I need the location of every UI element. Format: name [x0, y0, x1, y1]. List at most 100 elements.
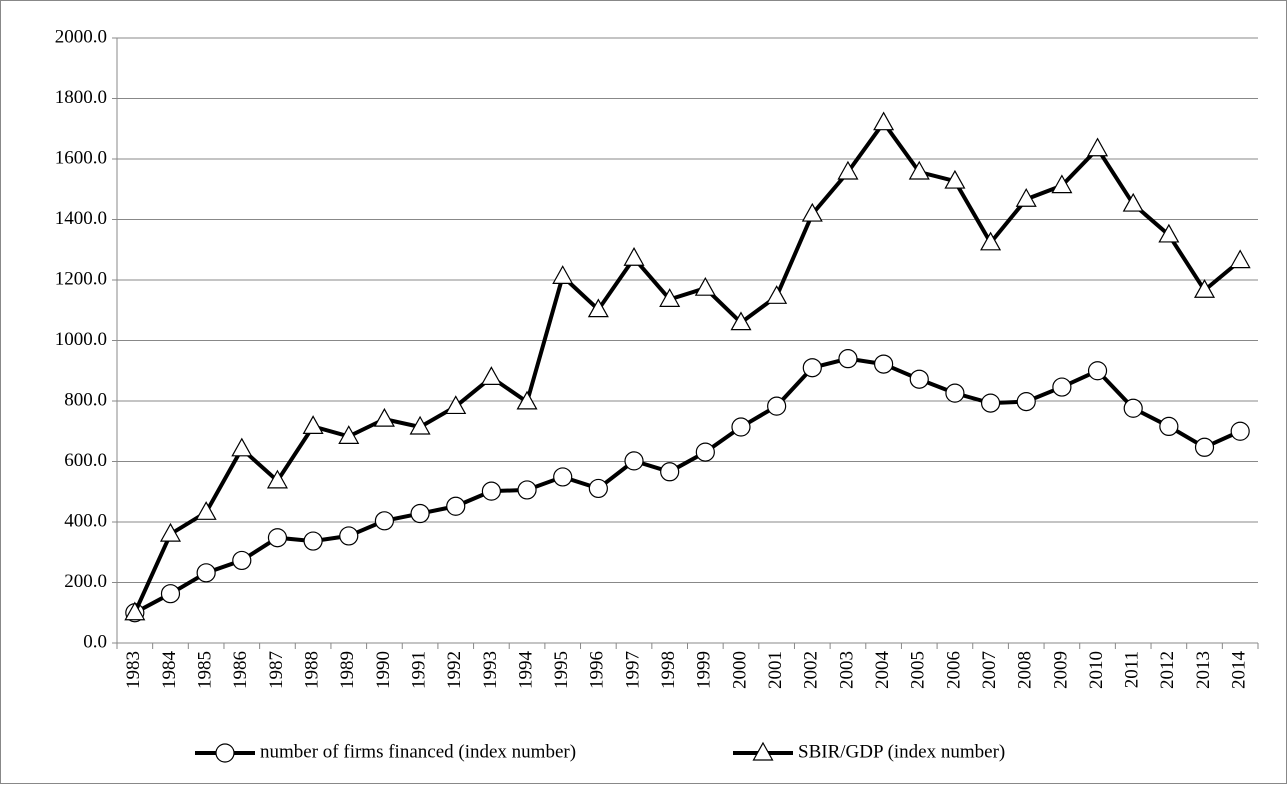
marker [660, 462, 680, 482]
marker [1052, 377, 1072, 397]
x-tick-label: 1993 [480, 651, 501, 689]
marker [873, 111, 895, 131]
marker [908, 160, 930, 180]
x-tick-label: 2003 [836, 651, 857, 689]
marker [374, 511, 395, 531]
y-tick-label: 600.0 [64, 450, 107, 471]
x-tick-label: 1996 [587, 651, 608, 689]
x-tick-label: 2007 [979, 651, 1000, 689]
x-tick-label: 1991 [408, 651, 429, 689]
x-tick-label: 1983 [123, 651, 144, 689]
marker [303, 531, 323, 551]
marker [481, 481, 501, 501]
marker [1193, 279, 1216, 298]
x-tick-label: 2006 [943, 651, 964, 689]
marker [980, 231, 1002, 251]
x-tick-label: 1986 [230, 651, 251, 689]
marker [837, 160, 859, 180]
marker [730, 311, 752, 331]
x-tick-label: 2004 [872, 651, 893, 690]
marker [196, 563, 216, 583]
marker [944, 169, 966, 189]
marker [232, 550, 252, 571]
marker [410, 503, 430, 524]
marker [1051, 174, 1073, 194]
legend-marker [752, 741, 774, 761]
marker [623, 246, 645, 266]
marker [695, 442, 715, 462]
x-tick-label: 2012 [1157, 651, 1178, 689]
legend-marker [215, 743, 235, 763]
marker [1016, 392, 1036, 412]
x-tick-label: 1999 [694, 651, 715, 689]
marker [195, 501, 217, 520]
y-tick-label: 1200.0 [55, 268, 107, 289]
marker [552, 265, 574, 284]
x-tick-label: 2008 [1015, 651, 1036, 689]
marker [587, 298, 609, 318]
marker [516, 390, 538, 410]
marker [945, 383, 965, 403]
marker [1123, 398, 1143, 418]
y-tick-label: 1400.0 [55, 208, 107, 229]
marker [267, 528, 288, 548]
marker [694, 276, 716, 296]
marker [517, 480, 537, 500]
y-tick-label: 800.0 [64, 389, 107, 410]
y-tick-label: 1000.0 [55, 329, 107, 350]
marker [802, 358, 822, 378]
marker [1229, 249, 1251, 269]
x-tick-label: 2010 [1086, 651, 1107, 689]
marker [553, 467, 573, 487]
marker [909, 369, 929, 389]
marker [838, 349, 858, 369]
x-tick-label: 2009 [1050, 651, 1071, 689]
marker [767, 396, 787, 416]
x-tick-label: 1994 [515, 651, 536, 690]
y-tick-label: 2000.0 [55, 26, 107, 47]
x-tick-label: 2002 [801, 651, 822, 689]
marker [588, 478, 608, 499]
marker [624, 451, 644, 471]
marker [659, 288, 681, 307]
marker [373, 407, 395, 427]
x-tick-label: 2014 [1229, 651, 1250, 690]
marker [1087, 137, 1109, 157]
legend-label: SBIR/GDP (index number) [798, 741, 1005, 762]
y-tick-label: 0.0 [83, 631, 107, 652]
y-tick-label: 400.0 [64, 510, 107, 531]
marker [874, 354, 894, 374]
marker [1015, 188, 1037, 207]
marker [446, 496, 466, 516]
marker [1158, 223, 1180, 243]
marker [480, 366, 502, 386]
x-tick-label: 1998 [658, 651, 679, 689]
x-tick-label: 1984 [159, 651, 180, 690]
x-tick-label: 2005 [908, 651, 929, 689]
x-tick-label: 1992 [444, 651, 465, 689]
x-tick-label: 1985 [195, 651, 216, 689]
marker [980, 393, 1001, 413]
x-tick-label: 1987 [266, 651, 287, 689]
x-tick-label: 1990 [373, 651, 394, 689]
marker [1230, 421, 1250, 441]
marker [160, 584, 181, 604]
x-tick-label: 1995 [551, 651, 572, 689]
marker [766, 285, 788, 304]
x-tick-label: 2000 [729, 651, 750, 689]
marker [1159, 416, 1179, 437]
marker [266, 469, 288, 489]
x-tick-label: 1988 [301, 651, 322, 689]
marker [339, 526, 359, 546]
marker [302, 415, 324, 435]
x-tick-label: 2011 [1122, 651, 1143, 688]
marker [1194, 437, 1215, 457]
marker [338, 425, 360, 444]
marker [231, 437, 253, 457]
x-tick-label: 1989 [337, 651, 358, 689]
y-tick-label: 200.0 [64, 571, 107, 592]
marker [731, 417, 751, 437]
